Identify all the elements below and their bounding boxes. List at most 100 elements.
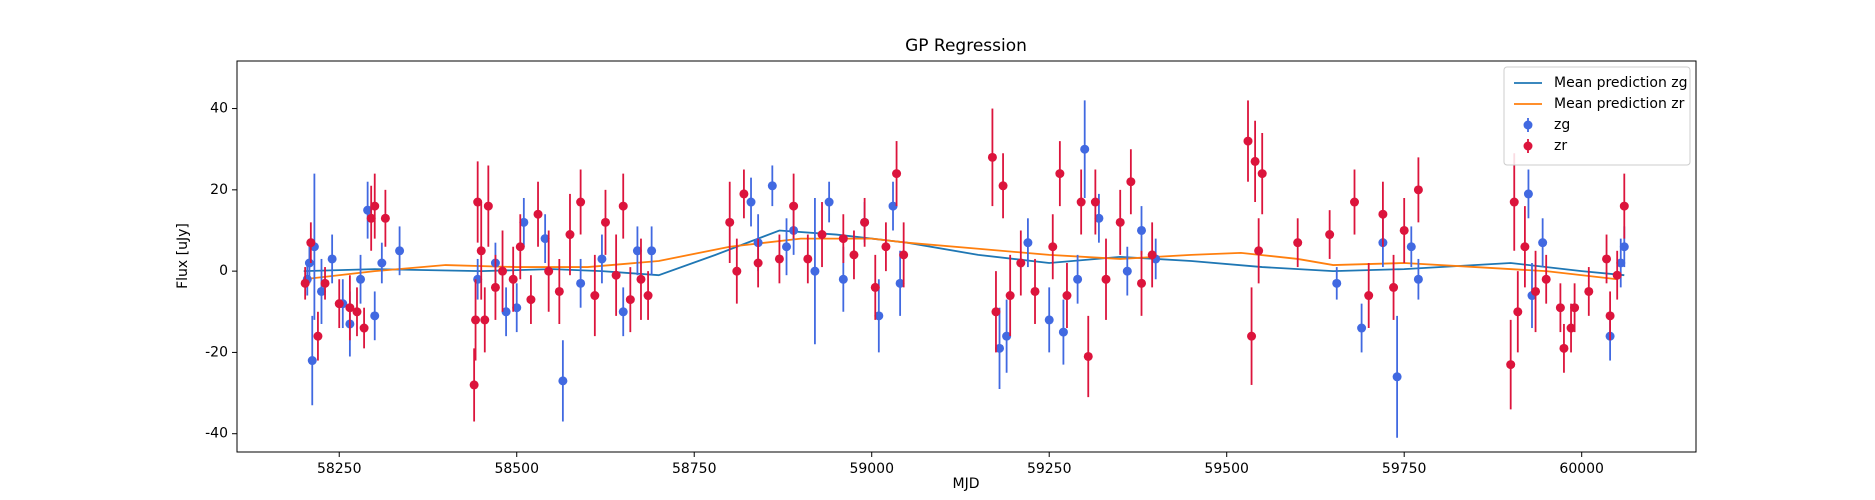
data-point <box>1080 144 1090 154</box>
data-point <box>345 303 355 313</box>
data-point <box>1147 250 1157 260</box>
data-point <box>991 307 1001 317</box>
data-point <box>1413 274 1423 284</box>
data-point <box>1523 189 1533 199</box>
x-tick-label: 59250 <box>1027 461 1072 477</box>
data-point <box>480 315 490 325</box>
plot-area <box>300 100 1629 438</box>
data-point <box>554 286 564 296</box>
data-point <box>1058 327 1068 337</box>
data-point <box>753 258 763 268</box>
data-point <box>1023 238 1033 248</box>
data-point <box>395 246 405 256</box>
data-point <box>1247 331 1257 341</box>
data-point <box>1257 169 1267 179</box>
data-point <box>515 242 525 252</box>
data-point <box>838 234 848 244</box>
data-point <box>1555 303 1565 313</box>
x-tick-label: 58750 <box>672 461 717 477</box>
data-point <box>1541 274 1551 284</box>
data-point <box>824 197 834 207</box>
data-point <box>526 295 536 305</box>
data-point <box>1030 286 1040 296</box>
data-point <box>519 217 529 227</box>
y-tick-label: 0 <box>219 263 228 279</box>
data-point <box>306 238 316 248</box>
data-point <box>370 201 380 211</box>
data-point <box>600 217 610 227</box>
data-point <box>1254 246 1264 256</box>
data-point <box>1509 197 1519 207</box>
legend-swatch <box>1523 120 1533 130</box>
data-point <box>732 266 742 276</box>
data-point <box>1062 291 1072 301</box>
data-point <box>565 230 575 240</box>
legend-label: zg <box>1554 117 1570 133</box>
data-point <box>1520 242 1530 252</box>
data-point <box>1506 360 1516 370</box>
data-point <box>998 181 1008 191</box>
mean-line <box>303 237 1618 281</box>
data-point <box>987 152 997 162</box>
data-point <box>300 278 310 288</box>
data-point <box>782 242 792 252</box>
data-point <box>647 246 657 256</box>
data-point <box>767 181 777 191</box>
data-point <box>1389 282 1399 292</box>
data-point <box>533 209 543 219</box>
data-point <box>1094 213 1104 223</box>
data-point <box>803 254 813 264</box>
data-point <box>892 169 902 179</box>
data-point <box>498 266 508 276</box>
data-point <box>540 234 550 244</box>
data-point <box>888 201 898 211</box>
data-point <box>1101 274 1111 284</box>
data-point <box>1538 238 1548 248</box>
data-point <box>1378 209 1388 219</box>
data-point <box>1616 258 1626 268</box>
data-point <box>483 201 493 211</box>
data-point <box>789 201 799 211</box>
data-point <box>1364 291 1374 301</box>
data-point <box>874 311 884 321</box>
data-point <box>490 282 500 292</box>
data-point <box>1090 197 1100 207</box>
data-point <box>995 343 1005 353</box>
data-point <box>473 197 483 207</box>
data-point <box>558 376 568 386</box>
data-point <box>1243 136 1253 146</box>
data-point <box>1115 217 1125 227</box>
data-point <box>1612 270 1622 280</box>
data-point <box>1073 274 1083 284</box>
data-point <box>320 278 330 288</box>
y-tick-label: 40 <box>210 101 228 117</box>
data-point <box>508 274 518 284</box>
legend: Mean prediction zg Mean prediction zr zg zr <box>1503 66 1691 166</box>
data-point <box>1406 242 1416 252</box>
data-point <box>1584 286 1594 296</box>
data-point <box>316 286 326 296</box>
data-point <box>1332 278 1342 288</box>
data-point <box>1399 225 1409 235</box>
data-point <box>618 307 628 317</box>
data-point <box>1137 278 1147 288</box>
data-point <box>1055 169 1065 179</box>
data-point <box>597 254 607 264</box>
data-point <box>313 331 323 341</box>
data-point <box>476 246 486 256</box>
data-point <box>307 356 317 366</box>
data-point <box>356 274 366 284</box>
data-point <box>1570 303 1580 313</box>
data-point <box>1531 286 1541 296</box>
data-point <box>1293 238 1303 248</box>
data-point <box>1044 315 1054 325</box>
data-point <box>352 307 362 317</box>
data-point <box>359 323 369 333</box>
data-point <box>618 201 628 211</box>
data-point <box>366 213 376 223</box>
data-point <box>1083 351 1093 361</box>
legend-box <box>1503 66 1691 166</box>
data-point <box>1413 185 1423 195</box>
data-point <box>1605 311 1615 321</box>
data-point <box>363 205 373 215</box>
